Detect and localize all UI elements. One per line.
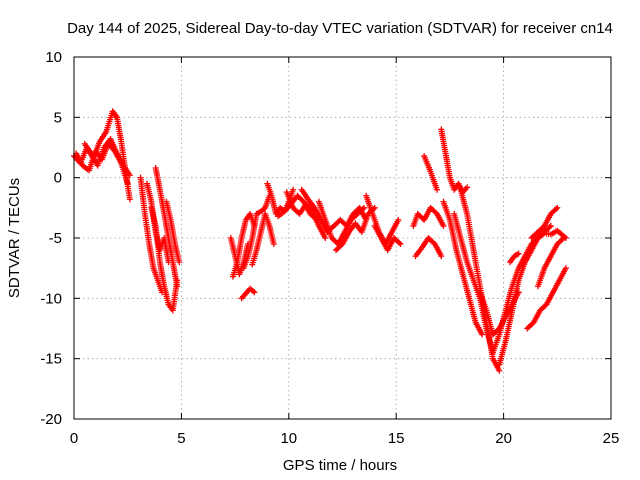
x-tick-label: 10 bbox=[280, 430, 297, 447]
data-point-marker bbox=[440, 222, 447, 229]
data-point-marker bbox=[496, 367, 503, 374]
data-point-marker bbox=[397, 241, 404, 248]
x-tick-label: 5 bbox=[177, 430, 185, 447]
data-point-marker bbox=[126, 196, 133, 203]
data-point-marker bbox=[174, 283, 181, 290]
y-tick-label: 10 bbox=[45, 49, 62, 66]
y-tick-label: -20 bbox=[40, 411, 62, 428]
x-tick-label: 25 bbox=[603, 430, 620, 447]
data-point-marker bbox=[559, 236, 566, 243]
data-point-marker bbox=[322, 235, 329, 241]
x-tick-label: 15 bbox=[388, 430, 405, 447]
x-tick-label: 20 bbox=[495, 430, 512, 447]
data-point-marker bbox=[395, 216, 402, 223]
data-point-marker bbox=[464, 184, 471, 191]
x-axis-label: GPS time / hours bbox=[283, 457, 397, 474]
chart-title: Day 144 of 2025, Sidereal Day-to-day VTE… bbox=[67, 20, 613, 37]
y-tick-label: 0 bbox=[54, 170, 62, 187]
data-point-marker bbox=[126, 172, 133, 179]
data-point-marker bbox=[251, 289, 258, 296]
data-point-marker bbox=[515, 250, 522, 257]
y-tick-label: -5 bbox=[49, 230, 62, 247]
data-point-marker bbox=[560, 235, 567, 241]
y-tick-label: 5 bbox=[54, 109, 62, 126]
data-point-marker bbox=[438, 253, 445, 260]
y-tick-labels: -20 -15 -10 -5 0 5 10 bbox=[40, 49, 62, 428]
data-point-marker bbox=[546, 224, 553, 231]
data-point-marker bbox=[290, 186, 297, 193]
y-tick-label: -10 bbox=[40, 290, 62, 307]
data-point-marker bbox=[554, 204, 561, 211]
y-tick-label: -15 bbox=[40, 351, 62, 368]
data-point-marker bbox=[270, 241, 277, 248]
y-axis-label: SDTVAR / TECUs bbox=[6, 178, 23, 298]
data-point-marker bbox=[396, 239, 403, 246]
data-point-marker bbox=[176, 259, 183, 266]
data-point-marker bbox=[553, 206, 560, 213]
data-point-marker bbox=[562, 265, 569, 272]
data-point-marker bbox=[479, 331, 486, 338]
x-tick-labels: 0 5 10 15 20 25 bbox=[70, 430, 620, 447]
data-point-marker bbox=[547, 222, 554, 229]
data-point-marker bbox=[434, 186, 441, 193]
plot-area-frame bbox=[73, 56, 612, 420]
data-points bbox=[71, 108, 569, 374]
data-point-marker bbox=[124, 180, 131, 187]
x-tick-label: 0 bbox=[70, 430, 78, 447]
